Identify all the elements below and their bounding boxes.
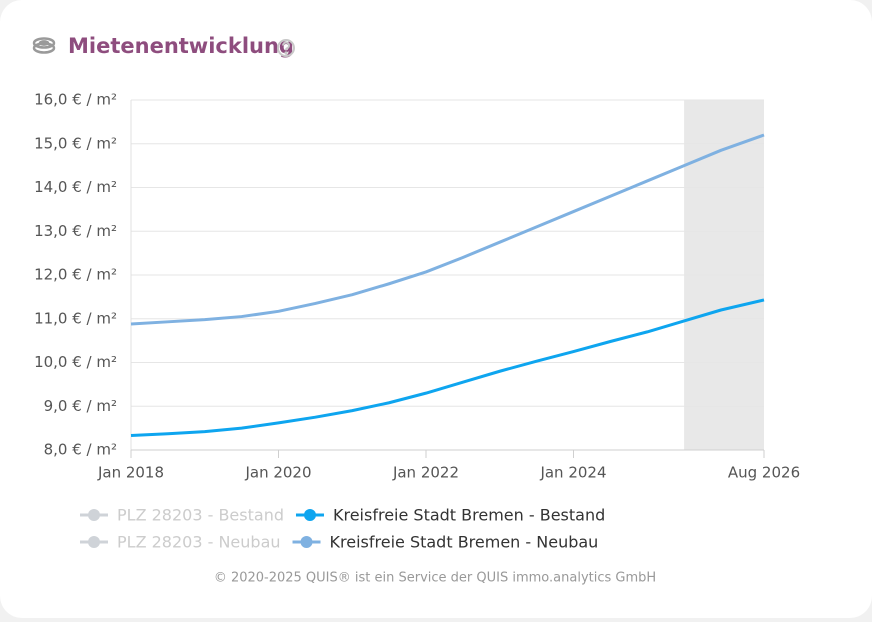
- x-tick-label: Jan 2022: [392, 464, 459, 482]
- legend-marker: [303, 509, 316, 521]
- y-tick-label: 10,0 € / m²: [34, 353, 117, 371]
- x-tick-label: Jan 2020: [244, 464, 311, 482]
- legend-label: PLZ 28203 - Neubau: [117, 533, 281, 552]
- coins-icon: [32, 37, 56, 54]
- x-tick-label: Jan 2018: [97, 464, 164, 482]
- legend-item[interactable]: Kreisfreie Stadt Bremen - Bestand: [295, 506, 605, 525]
- legend-item[interactable]: PLZ 28203 - Neubau: [80, 533, 281, 552]
- x-tick-label: Jan 2024: [539, 464, 606, 482]
- y-tick-label: 13,0 € / m²: [34, 222, 117, 240]
- legend-label: Kreisfreie Stadt Bremen - Bestand: [333, 506, 605, 525]
- legend-label: Kreisfreie Stadt Bremen - Neubau: [330, 533, 599, 552]
- legend-marker: [88, 509, 100, 521]
- y-tick-label: 12,0 € / m²: [34, 266, 117, 284]
- series-line: [130, 298, 765, 438]
- y-tick-label: 11,0 € / m²: [34, 309, 117, 327]
- legend-item[interactable]: Kreisfreie Stadt Bremen - Neubau: [292, 533, 599, 552]
- x-tick-label: Aug 2026: [728, 464, 800, 482]
- help-icon[interactable]: [277, 39, 295, 57]
- legend-item[interactable]: PLZ 28203 - Bestand: [80, 506, 284, 525]
- footer: © 2020-2025 QUIS® ist ein Service der QU…: [214, 571, 656, 586]
- y-tick-label: 14,0 € / m²: [34, 178, 117, 196]
- y-tick-label: 8,0 € / m²: [44, 441, 117, 459]
- y-tick-label: 9,0 € / m²: [44, 397, 117, 415]
- series-line: [130, 133, 765, 326]
- y-tick-label: 16,0 € / m²: [34, 91, 117, 109]
- legend-label: PLZ 28203 - Bestand: [117, 506, 284, 525]
- chart-title: Mietenentwicklung: [68, 34, 294, 58]
- legend-marker: [300, 536, 313, 548]
- legend-marker: [88, 536, 100, 548]
- y-tick-label: 15,0 € / m²: [34, 134, 117, 152]
